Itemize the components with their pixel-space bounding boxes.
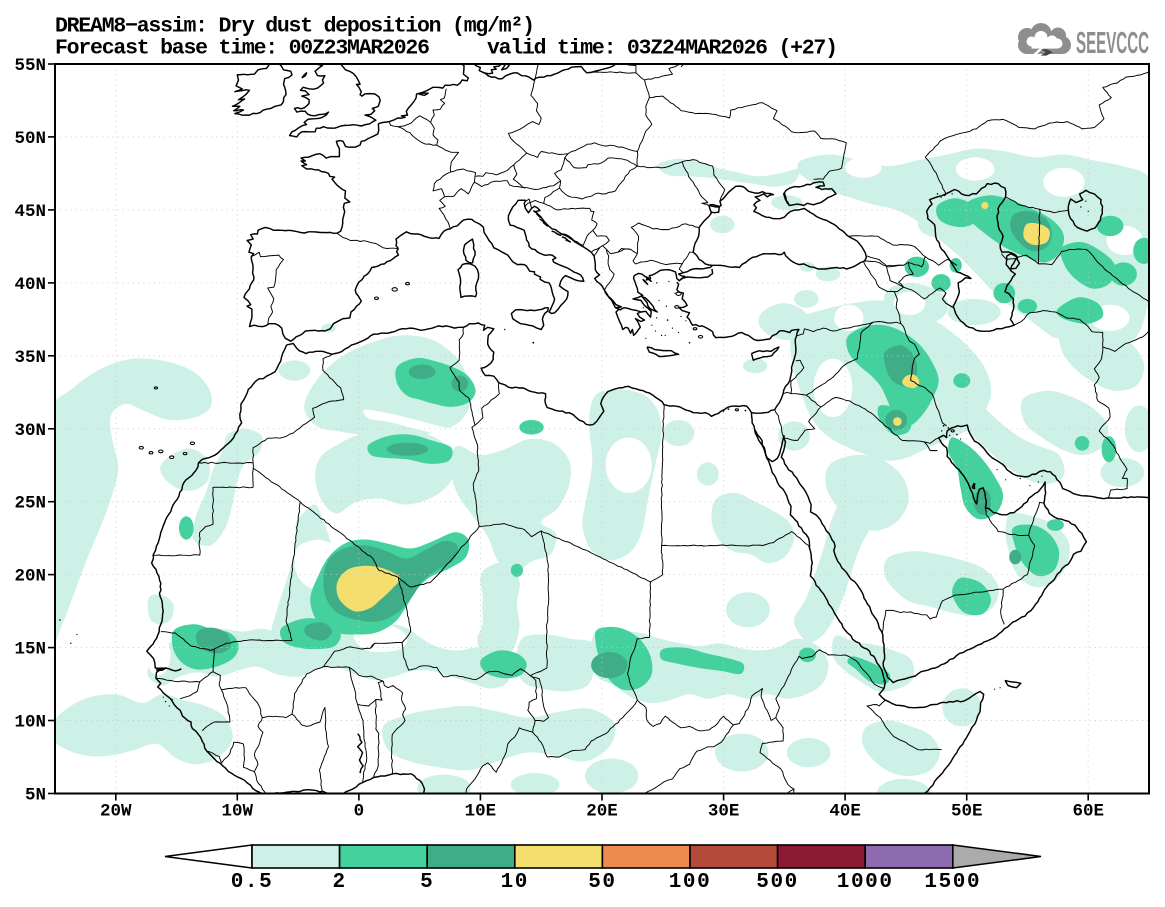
svg-text:25N: 25N <box>14 494 46 514</box>
svg-text:10E: 10E <box>465 802 497 822</box>
svg-text:50: 50 <box>588 871 616 894</box>
svg-text:20W: 20W <box>100 802 132 822</box>
svg-text:30N: 30N <box>14 421 46 441</box>
svg-text:2: 2 <box>332 871 346 894</box>
svg-text:35N: 35N <box>14 348 46 368</box>
svg-text:100: 100 <box>669 871 712 894</box>
svg-text:50N: 50N <box>14 129 46 149</box>
svg-text:40E: 40E <box>829 802 861 822</box>
svg-text:30E: 30E <box>708 802 740 822</box>
svg-text:15N: 15N <box>14 640 46 660</box>
svg-text:10: 10 <box>501 871 529 894</box>
svg-text:1000: 1000 <box>837 871 894 894</box>
svg-text:10W: 10W <box>222 802 254 822</box>
svg-text:60E: 60E <box>1072 802 1104 822</box>
svg-text:valid time: 03Z24MAR2026 (+27): valid time: 03Z24MAR2026 (+27) <box>487 37 838 61</box>
svg-text:50E: 50E <box>951 802 983 822</box>
svg-text:40N: 40N <box>14 275 46 295</box>
svg-text:45N: 45N <box>14 202 46 222</box>
svg-text:0: 0 <box>354 802 365 822</box>
svg-text:0.5: 0.5 <box>231 871 274 894</box>
svg-text:500: 500 <box>756 871 799 894</box>
svg-text:55N: 55N <box>14 56 46 76</box>
svg-text:5: 5 <box>420 871 434 894</box>
svg-text:5N: 5N <box>25 786 46 806</box>
svg-text:20N: 20N <box>14 567 46 587</box>
svg-text:20E: 20E <box>586 802 618 822</box>
svg-text:Forecast base time: 00Z23MAR20: Forecast base time: 00Z23MAR2026 <box>55 37 430 61</box>
svg-text:SEEVCCC: SEEVCCC <box>1076 25 1149 60</box>
svg-text:1500: 1500 <box>924 871 981 894</box>
svg-text:10N: 10N <box>14 713 46 733</box>
svg-text:DREAM8−assim: Dry dust deposit: DREAM8−assim: Dry dust deposition (mg/m²… <box>55 15 535 39</box>
